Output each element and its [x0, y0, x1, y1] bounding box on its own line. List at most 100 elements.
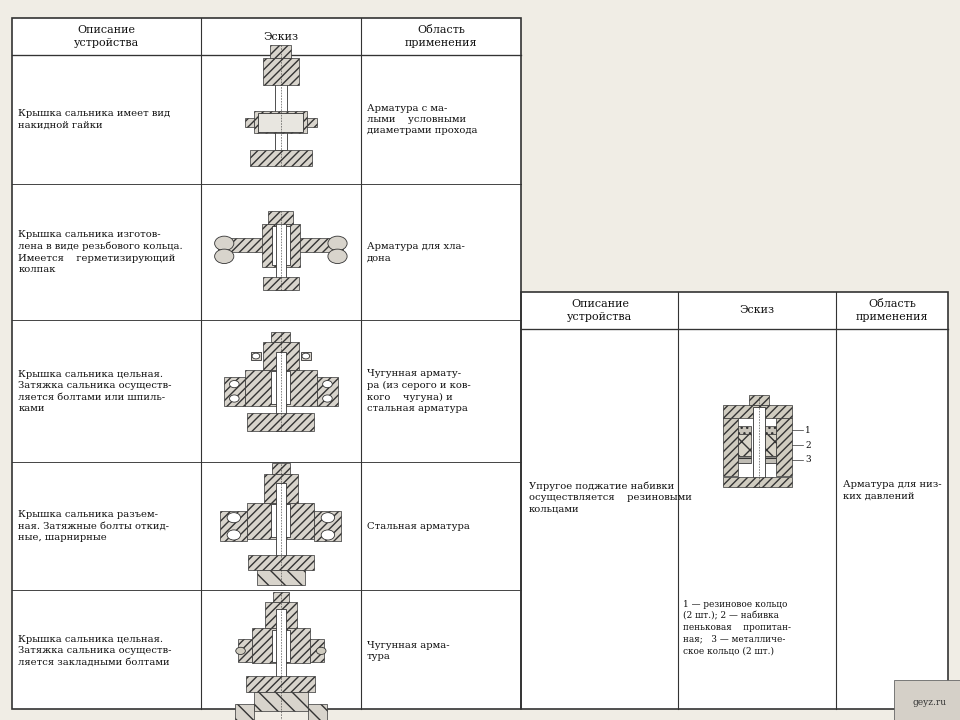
Bar	[262, 224, 300, 267]
Bar	[273, 463, 290, 474]
Bar	[738, 434, 752, 456]
Bar	[263, 277, 300, 290]
Bar	[763, 426, 777, 434]
Bar	[219, 238, 281, 252]
Circle shape	[252, 354, 260, 359]
Circle shape	[328, 236, 348, 251]
Circle shape	[322, 513, 335, 523]
Text: Область
применения: Область применения	[405, 25, 477, 48]
Bar	[521, 292, 948, 709]
Bar	[245, 370, 317, 406]
Text: 1 — резиновое кольцо
(2 шт.); 2 — набивка
пеньковая    пропитан-
ная;   3 — мета: 1 — резиновое кольцо (2 шт.); 2 — набивк…	[684, 600, 791, 655]
Bar	[254, 112, 307, 133]
Circle shape	[215, 236, 234, 251]
Text: Крышка сальника цельная.
Затяжка сальника осуществ-
ляется закладными болтами: Крышка сальника цельная. Затяжка сальник…	[18, 635, 172, 667]
Bar	[276, 609, 286, 693]
Text: geyz.ru: geyz.ru	[912, 698, 947, 707]
Circle shape	[236, 647, 246, 654]
Bar	[301, 352, 311, 361]
Bar	[310, 639, 324, 662]
Bar	[763, 434, 777, 456]
Bar	[221, 511, 248, 541]
Bar	[308, 704, 327, 720]
Circle shape	[323, 380, 332, 388]
Circle shape	[215, 249, 234, 264]
Bar	[777, 418, 792, 476]
Circle shape	[229, 395, 239, 402]
Bar	[263, 58, 300, 86]
Bar	[272, 332, 291, 343]
Bar	[273, 630, 290, 662]
Text: Стальная арматура: Стальная арматура	[367, 522, 469, 531]
Bar	[754, 408, 765, 487]
Text: 3: 3	[805, 455, 810, 464]
Text: Крышка сальника разъем-
ная. Затяжные болты откид-
ные, шарнирные: Крышка сальника разъем- ная. Затяжные бо…	[18, 510, 169, 542]
Text: Арматура для низ-
ких давлений: Арматура для низ- ких давлений	[844, 480, 942, 500]
Bar	[257, 570, 305, 585]
Bar	[271, 45, 292, 58]
Text: Крышка сальника цельная.
Затяжка сальника осуществ-
ляется болтами или шпиль-
ка: Крышка сальника цельная. Затяжка сальник…	[18, 369, 172, 413]
Text: Эскиз: Эскиз	[263, 32, 299, 42]
Circle shape	[328, 249, 348, 264]
Bar	[258, 113, 303, 132]
Bar	[274, 593, 289, 603]
Bar	[12, 18, 521, 709]
Bar	[276, 82, 287, 150]
Bar	[250, 150, 312, 166]
Bar	[249, 555, 314, 570]
Circle shape	[228, 530, 241, 540]
Bar	[264, 474, 299, 503]
Bar	[272, 505, 291, 538]
Text: Чугунная армату-
ра (из серого и ков-
кого    чугуна) и
стальная арматура: Чугунная армату- ра (из серого и ков- ко…	[367, 369, 470, 413]
Bar	[521, 292, 948, 709]
Text: Описание
устройства: Описание устройства	[74, 25, 139, 48]
Bar	[723, 418, 738, 476]
Text: Эскиз: Эскиз	[739, 305, 775, 315]
Text: 1: 1	[805, 426, 811, 435]
Bar	[738, 456, 752, 463]
Bar	[315, 511, 342, 541]
Bar	[281, 238, 344, 252]
Bar	[248, 503, 315, 539]
Bar	[269, 211, 294, 224]
Bar	[254, 693, 308, 711]
Circle shape	[323, 395, 332, 402]
Bar	[273, 226, 290, 265]
Text: Арматура для хла-
дона: Арматура для хла- дона	[367, 242, 465, 262]
Bar	[263, 343, 300, 370]
Bar	[723, 477, 792, 487]
Text: 2: 2	[805, 441, 810, 450]
Bar	[750, 395, 769, 405]
Bar	[235, 704, 254, 720]
Text: Крышка сальника имеет вид
накидной гайки: Крышка сальника имеет вид накидной гайки	[18, 109, 170, 130]
Bar	[738, 426, 752, 434]
Circle shape	[302, 354, 310, 359]
Text: Описание
устройства: Описание устройства	[567, 299, 633, 322]
Bar	[276, 215, 286, 290]
Text: Арматура с ма-
лыми    условными
диаметрами прохода: Арматура с ма- лыми условными диаметрами…	[367, 104, 477, 135]
Circle shape	[229, 380, 239, 388]
Text: Область
применения: Область применения	[855, 299, 928, 322]
Bar	[276, 352, 286, 431]
Bar	[252, 352, 261, 361]
Bar	[248, 413, 315, 431]
Bar	[247, 677, 316, 693]
Bar	[245, 118, 254, 127]
Bar	[307, 118, 317, 127]
Bar	[238, 639, 252, 662]
Bar	[224, 377, 245, 406]
Bar	[723, 405, 792, 418]
Circle shape	[322, 530, 335, 540]
Bar	[763, 456, 777, 463]
Bar	[276, 483, 286, 570]
Circle shape	[228, 513, 241, 523]
Bar	[265, 603, 298, 629]
Bar	[272, 372, 291, 405]
Bar	[317, 377, 338, 406]
Bar	[252, 629, 310, 663]
Bar	[12, 18, 521, 709]
Text: Упругое поджатие набивки
осуществляется    резиновыми
кольцами: Упругое поджатие набивки осуществляется …	[529, 482, 692, 514]
Text: Крышка сальника изготов-
лена в виде резьбового кольца.
Имеется    герметизирующ: Крышка сальника изготов- лена в виде рез…	[18, 230, 182, 274]
Circle shape	[317, 647, 326, 654]
Text: Чугунная арма-
тура: Чугунная арма- тура	[367, 641, 449, 661]
